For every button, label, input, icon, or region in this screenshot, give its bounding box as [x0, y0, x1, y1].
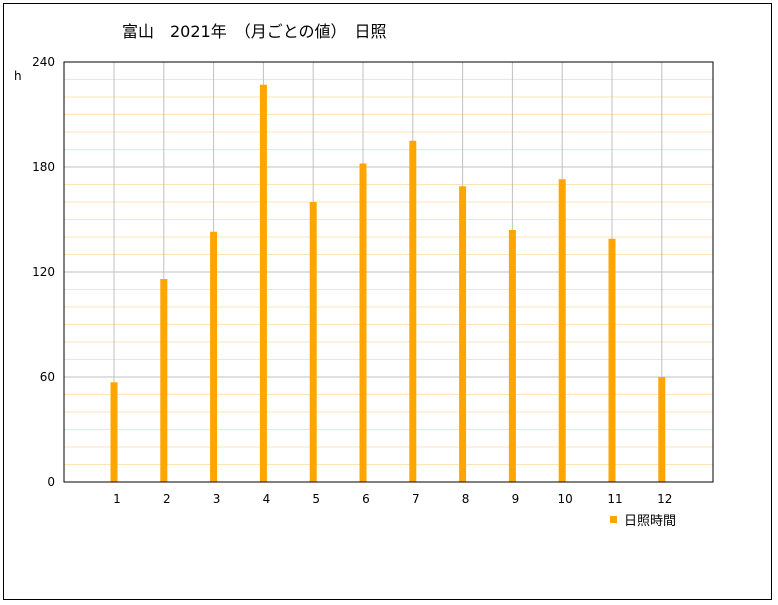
bar-4 [259, 84, 267, 482]
x-tick-label: 3 [213, 492, 221, 506]
x-tick-label: 9 [512, 492, 520, 506]
bar-1 [110, 382, 118, 482]
bar-8 [459, 186, 467, 482]
x-tick-label: 2 [163, 492, 171, 506]
chart-frame [3, 3, 772, 600]
x-tick-label: 4 [263, 492, 271, 506]
bar-6 [359, 163, 367, 482]
legend-label: 日照時間 [624, 514, 676, 529]
y-tick-label: 0 [47, 475, 55, 489]
x-tick-label: 10 [558, 492, 573, 506]
x-tick-label: 6 [362, 492, 370, 506]
bar-3 [210, 231, 218, 482]
y-tick-label: 120 [32, 265, 55, 279]
x-tick-label: 8 [462, 492, 470, 506]
bars-layer [110, 84, 666, 482]
bar-12 [658, 377, 666, 482]
x-tick-label: 1 [113, 492, 121, 506]
legend-marker [610, 516, 617, 523]
x-tick-labels: 1 2 3 4 5 6 7 8 9 10 11 12 [113, 492, 672, 506]
x-tick-label: 12 [657, 492, 672, 506]
chart-title: 富山 2021年 （月ごとの値） 日照 [122, 22, 387, 41]
x-tick-label: 11 [607, 492, 622, 506]
bar-10 [558, 179, 566, 482]
plot-border [63, 61, 714, 483]
x-tick-label: 5 [312, 492, 320, 506]
y-tick-label: 240 [32, 55, 55, 69]
y-tick-label: 180 [32, 160, 55, 174]
y-tick-labels: 0 60 120 180 240 [32, 55, 55, 489]
bar-5 [309, 202, 317, 482]
bar-9 [508, 230, 516, 482]
y-axis-unit-label: h [14, 69, 22, 83]
bar-2 [160, 279, 168, 482]
y-tick-label: 60 [40, 370, 55, 384]
x-tick-label: 7 [412, 492, 420, 506]
bar-11 [608, 238, 616, 482]
bar-7 [409, 140, 417, 482]
